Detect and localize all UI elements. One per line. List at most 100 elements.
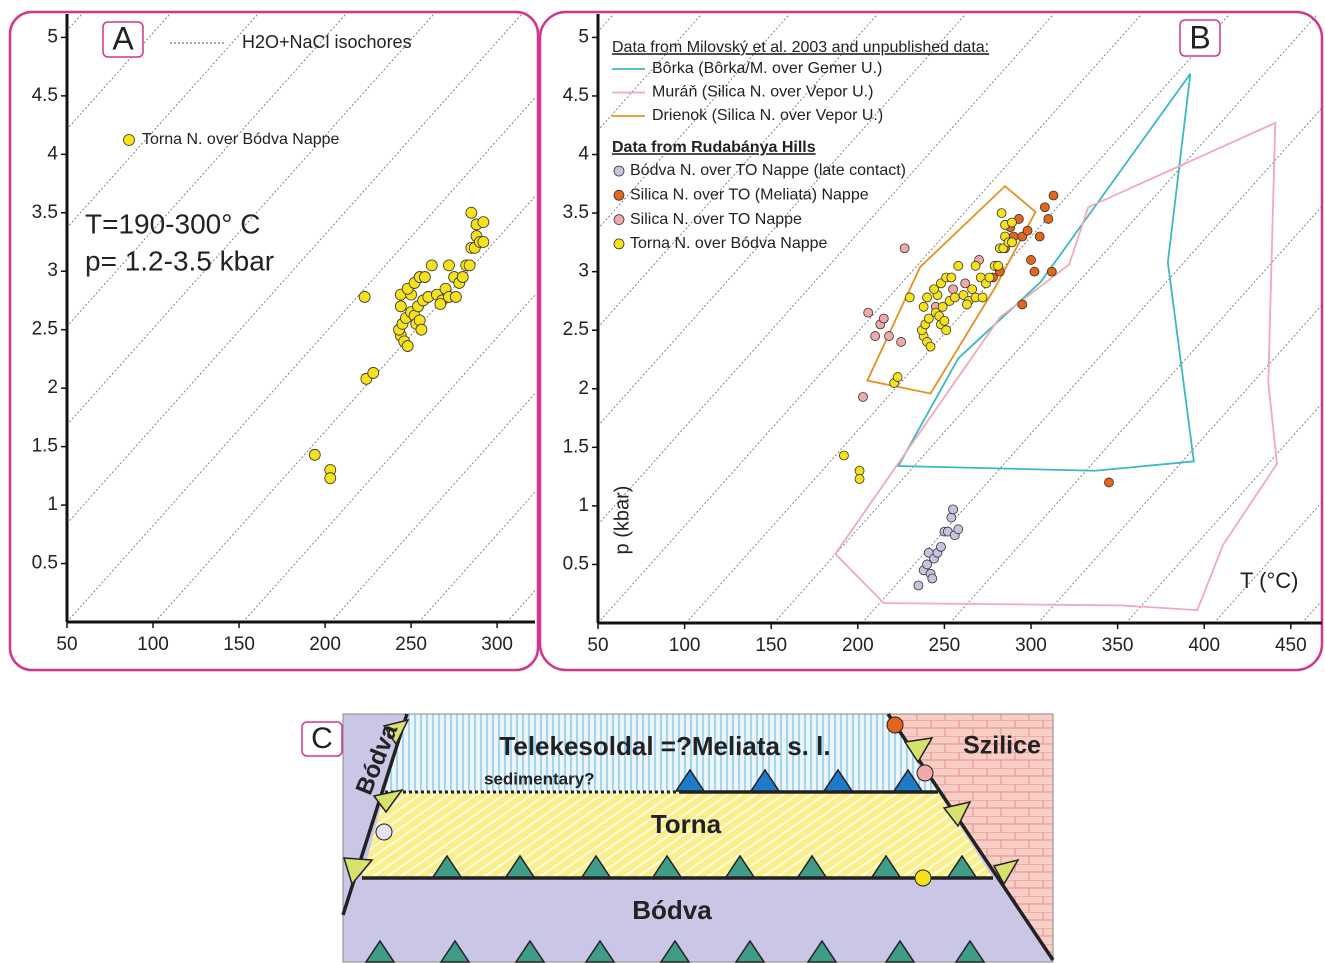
legend-marker — [613, 165, 625, 177]
point — [922, 292, 932, 303]
y-tick-label: 2 — [578, 378, 589, 399]
point — [858, 392, 868, 402]
fault-teeth — [342, 718, 1020, 886]
isochore — [67, 97, 535, 622]
point — [863, 307, 874, 318]
diagram-frame — [342, 713, 1054, 963]
annotation: p= 1.2-3.5 kbar — [85, 245, 274, 276]
meliata-unit — [385, 714, 938, 792]
sample-site — [886, 716, 904, 734]
isochore — [598, 14, 615, 33]
point — [854, 465, 865, 476]
point — [870, 331, 881, 341]
y-tick-label: 3 — [47, 260, 58, 281]
legend-label: Muráň (Silica N. over Vepor U.) — [652, 84, 873, 101]
point — [939, 315, 950, 326]
point — [927, 573, 938, 584]
point — [463, 259, 476, 272]
point — [925, 341, 936, 352]
point — [308, 448, 321, 461]
point — [1007, 237, 1017, 248]
y-tick-label: 0.5 — [32, 553, 58, 574]
x-tick-label: 50 — [587, 635, 608, 656]
unit-label: Bódva — [632, 895, 712, 925]
y-axis-label: p (kbar) — [611, 486, 633, 555]
y-tick-label: 1.5 — [32, 436, 58, 457]
sample-site — [375, 823, 393, 841]
x-tick-label: 400 — [1188, 635, 1220, 656]
legend-title: Data from Milovský et al. 2003 and unpub… — [612, 39, 989, 56]
note: sedimentary? — [484, 769, 595, 788]
point — [941, 325, 952, 336]
point — [465, 206, 478, 219]
point — [1029, 266, 1040, 277]
x-tick-label: 50 — [56, 634, 77, 655]
point — [477, 236, 490, 248]
x-tick-label: 200 — [309, 634, 341, 655]
x-tick-label: 100 — [137, 634, 169, 655]
y-tick-label: 0.5 — [563, 553, 589, 574]
isochore — [685, 14, 1231, 623]
isochore — [1125, 402, 1322, 623]
point — [892, 372, 903, 382]
envelope — [834, 121, 1278, 612]
panel-frame — [538, 10, 1324, 672]
panel-label: B — [1189, 19, 1210, 55]
point — [449, 291, 462, 303]
x-tick-label: 350 — [1102, 635, 1134, 656]
plot-area — [598, 14, 1322, 623]
point — [394, 300, 407, 313]
plot-area — [67, 14, 535, 622]
point — [970, 260, 981, 271]
point — [854, 474, 865, 484]
y-tick-label: 3.5 — [32, 202, 58, 223]
isochore — [67, 14, 171, 130]
point — [896, 337, 907, 347]
isochore — [242, 294, 535, 622]
point — [922, 559, 932, 570]
y-tick-label: 1 — [578, 495, 589, 516]
point — [949, 292, 960, 303]
isochore — [67, 14, 435, 426]
unit-label: Telekesoldal =?Meliata s. l. — [499, 731, 830, 761]
point — [324, 472, 337, 485]
legend-label: H2O+NaCl isochores — [242, 32, 412, 52]
envelope — [866, 184, 1037, 395]
y-tick-label: 2.5 — [32, 319, 58, 340]
plots: 50 100 150 200 250 3000.511.522.533.544.55Tor… — [32, 14, 1322, 656]
sample-site — [916, 764, 934, 782]
point — [1026, 255, 1036, 265]
point — [923, 313, 934, 324]
point — [996, 208, 1007, 218]
unit-label: Szilice — [963, 732, 1041, 760]
isochore — [598, 14, 1143, 623]
point — [1048, 190, 1059, 201]
y-tick-label: 1 — [47, 494, 58, 515]
y-tick-label: 5 — [578, 26, 589, 47]
point — [904, 292, 915, 303]
x-axis-label: T (°C) — [1240, 568, 1299, 593]
thrust-teeth — [364, 854, 986, 963]
envelope — [896, 73, 1195, 472]
legend-label: Bôrka (Bôrka/M. over Gemer U.) — [652, 60, 882, 77]
x-tick-label: 200 — [842, 635, 874, 656]
annotation: T=190-300° C — [85, 208, 260, 239]
panel-frame — [8, 10, 540, 672]
point — [425, 259, 438, 272]
point — [946, 512, 957, 523]
point — [415, 323, 428, 336]
legend-marker — [613, 214, 625, 226]
isochore — [67, 14, 523, 525]
point — [1007, 217, 1017, 228]
point — [953, 524, 964, 535]
isochore — [598, 14, 967, 427]
x-tick-label: 250 — [395, 634, 427, 655]
point — [443, 259, 455, 272]
x-tick-label: 100 — [669, 635, 701, 656]
legend-label: Silica N. over TO (Meliata) Nappe — [630, 187, 869, 204]
y-tick-label: 2 — [47, 377, 58, 398]
diagram: C Bódva Telekesoldal =?Meliata s. l. sed… — [301, 713, 1055, 963]
point — [1104, 477, 1114, 488]
thrust-teeth — [674, 768, 924, 792]
point — [977, 292, 988, 303]
